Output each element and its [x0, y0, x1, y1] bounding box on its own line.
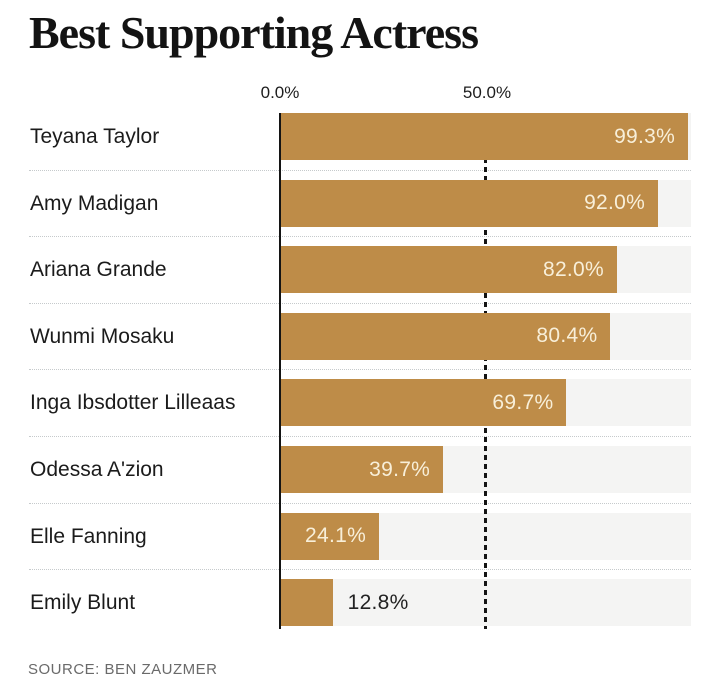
gridline-50-percent — [484, 113, 487, 629]
bar-track: 92.0% — [280, 179, 691, 227]
x-axis-tick-50: 50.0% — [462, 83, 512, 102]
bar-row: Inga Ibsdotter Lilleaas 69.7% — [0, 379, 720, 427]
bar: 39.7% — [280, 446, 444, 493]
bar-value-label: 80.4% — [536, 324, 598, 348]
nominee-name-label: Elle Fanning — [30, 524, 147, 548]
bar-row: Odessa A'zion 39.7% — [0, 446, 720, 493]
bar: 99.3% — [280, 113, 689, 160]
bar-track: 80.4% — [280, 312, 691, 360]
bar-row: Elle Fanning 24.1% — [0, 512, 720, 560]
row-separator — [29, 435, 691, 437]
row-separator — [29, 502, 691, 504]
row-separator — [29, 569, 691, 571]
bar-track: 82.0% — [280, 246, 691, 294]
bar: 12.8% — [280, 579, 408, 627]
bar-chart-plot: Teyana Taylor 99.3% Amy Madigan 92.0% Ar… — [0, 113, 720, 633]
bar-row: Amy Madigan 92.0% — [0, 179, 720, 227]
bar: 82.0% — [280, 246, 618, 294]
chart-title: Best Supporting Actress — [29, 7, 479, 58]
row-separator — [29, 302, 691, 304]
bar: 69.7% — [280, 379, 567, 427]
nominee-name-label: Wunmi Mosaku — [30, 324, 175, 348]
nominee-name-label: Odessa A'zion — [30, 458, 164, 481]
bar-value-label: 99.3% — [614, 124, 676, 148]
bar-value-label: 24.1% — [305, 524, 367, 548]
row-separator — [29, 169, 691, 171]
y-axis-baseline — [278, 113, 281, 629]
bar-row: Teyana Taylor 99.3% — [0, 113, 720, 160]
bar-track: 99.3% — [280, 113, 691, 160]
nominee-name-label: Emily Blunt — [30, 591, 136, 615]
x-axis-tick-0: 0.0% — [260, 83, 300, 102]
bar-track: 69.7% — [280, 379, 691, 427]
bar: 80.4% — [280, 312, 611, 360]
bar-value-label: 69.7% — [492, 390, 554, 414]
bar-value-label: 92.0% — [584, 191, 646, 215]
bar-value-label: 12.8% — [347, 590, 409, 614]
bar-row: Wunmi Mosaku 80.4% — [0, 312, 720, 360]
bar-value-label: 39.7% — [369, 457, 431, 481]
bar: 92.0% — [280, 179, 659, 227]
bar-value-label: 82.0% — [542, 257, 605, 281]
nominee-name-label: Teyana Taylor — [30, 125, 160, 148]
row-separator — [29, 369, 691, 371]
source-credit: SOURCE: BEN ZAUZMER — [28, 661, 218, 678]
nominee-name-label: Ariana Grande — [30, 258, 167, 282]
bar-row: Emily Blunt 12.8% — [0, 579, 720, 627]
row-separator — [29, 236, 691, 238]
bar: 24.1% — [280, 512, 380, 560]
nominee-name-label: Amy Madigan — [30, 191, 159, 215]
nominee-name-label: Inga Ibsdotter Lilleaas — [30, 391, 236, 415]
bar-row: Ariana Grande 82.0% — [0, 246, 720, 294]
